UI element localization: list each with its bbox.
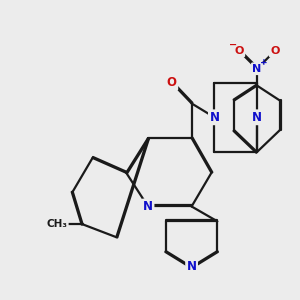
Text: N: N — [209, 111, 219, 124]
Text: O: O — [270, 46, 280, 56]
Text: −: − — [229, 39, 237, 50]
Text: N: N — [252, 64, 262, 74]
Text: N: N — [187, 260, 196, 273]
Text: CH₃: CH₃ — [46, 219, 68, 229]
Text: +: + — [260, 58, 267, 67]
Text: O: O — [235, 46, 244, 56]
Text: N: N — [143, 200, 153, 213]
Text: O: O — [167, 76, 177, 89]
Text: N: N — [252, 111, 262, 124]
